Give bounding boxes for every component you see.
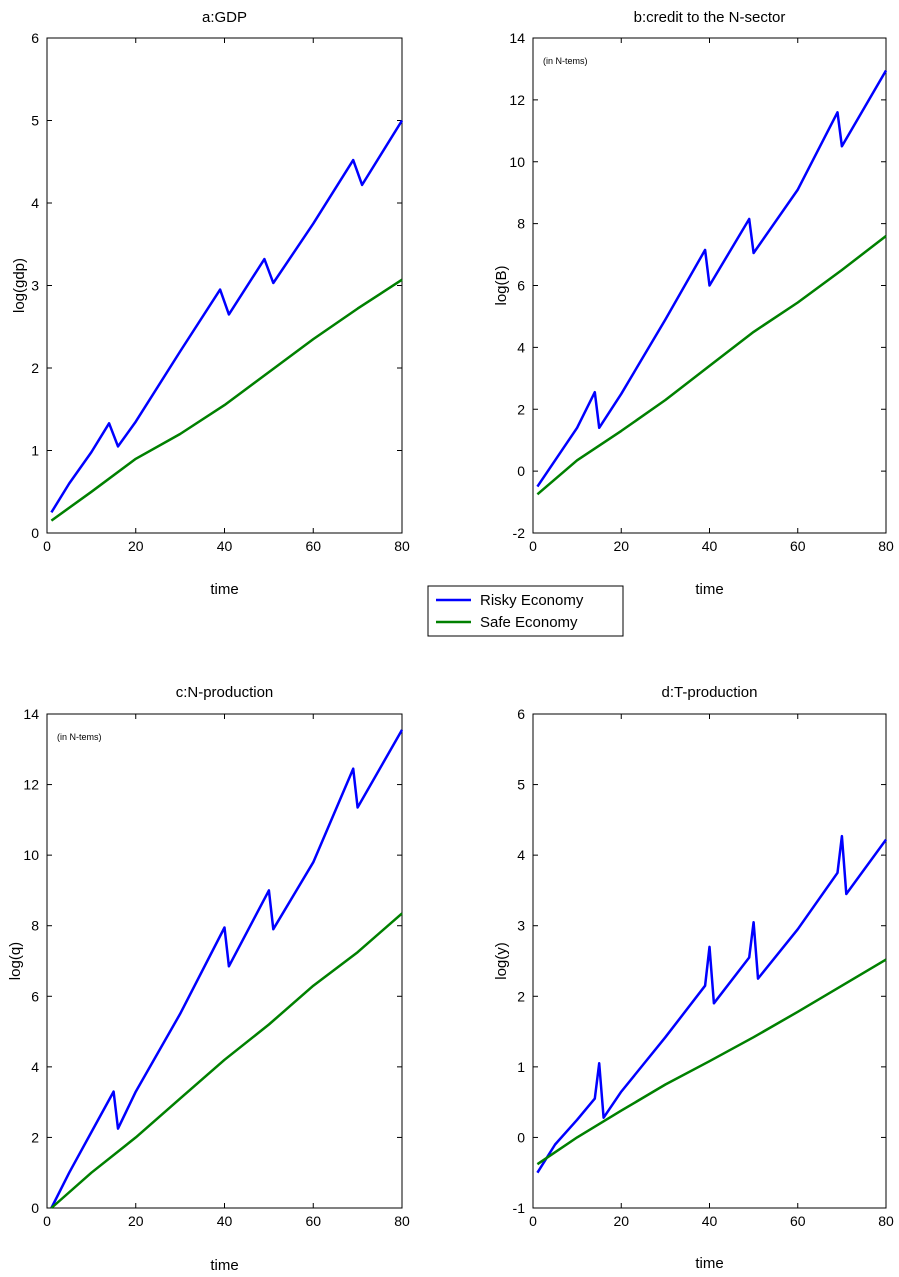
x-tick-label: 20 <box>613 1213 629 1229</box>
x-axis-label: time <box>210 1257 238 1274</box>
x-tick-label: 40 <box>702 1213 718 1229</box>
legend-label-risky: Risky Economy <box>480 592 584 609</box>
x-tick-label: 0 <box>529 538 537 554</box>
y-tick-label: 2 <box>517 988 525 1004</box>
y-tick-label: 4 <box>31 1059 39 1075</box>
y-tick-label: 12 <box>23 777 39 793</box>
y-tick-label: 0 <box>517 463 525 479</box>
chart-annotation: (in N-tems) <box>57 732 102 742</box>
x-tick-label: 20 <box>128 1213 144 1229</box>
y-tick-label: 1 <box>517 1059 525 1075</box>
x-tick-label: 20 <box>128 538 144 554</box>
series-line-risky <box>50 119 404 514</box>
y-tick-label: -1 <box>513 1200 526 1216</box>
x-tick-label: 0 <box>43 538 51 554</box>
series-line-risky <box>50 729 404 1209</box>
legend: Risky Economy Safe Economy <box>427 585 624 637</box>
y-tick-label: 8 <box>31 918 39 934</box>
y-tick-label: 12 <box>509 92 525 108</box>
y-tick-label: 2 <box>31 1129 39 1145</box>
y-tick-label: 0 <box>517 1129 525 1145</box>
y-axis-label: log(gdp) <box>11 258 28 313</box>
plot-frame <box>46 713 403 1209</box>
x-tick-label: 80 <box>878 538 894 554</box>
y-tick-label: 5 <box>31 113 39 129</box>
legend-label-safe: Safe Economy <box>480 614 578 631</box>
series-line-risky <box>536 834 888 1174</box>
chart-title: b:credit to the N-sector <box>634 9 786 26</box>
series-line-safe <box>536 235 887 496</box>
chart-title: c:N-production <box>176 684 274 701</box>
y-axis-label: log(y) <box>493 942 510 980</box>
chart-annotation: (in N-tems) <box>543 56 588 66</box>
plot-frame <box>46 37 403 534</box>
y-tick-label: 2 <box>517 401 525 417</box>
y-axis-label: log(q) <box>7 942 24 980</box>
x-tick-label: 40 <box>217 1213 233 1229</box>
y-tick-label: 6 <box>31 988 39 1004</box>
y-tick-label: 10 <box>23 847 39 863</box>
y-tick-label: 6 <box>517 278 525 294</box>
chart-panel-0: 0 20 40 60 80 0 1 2 3 4 5 6 a:GDP time log(gdp) <box>11 9 410 598</box>
y-tick-label: 4 <box>517 847 525 863</box>
x-axis-label: time <box>695 1255 723 1272</box>
y-axis-label: log(B) <box>493 265 510 305</box>
y-tick-label: -2 <box>513 525 526 541</box>
x-axis-label: time <box>210 581 238 598</box>
series-line-safe <box>50 912 403 1209</box>
y-tick-label: 6 <box>517 706 525 722</box>
x-tick-label: 80 <box>394 538 410 554</box>
x-tick-label: 40 <box>702 538 718 554</box>
y-tick-label: 4 <box>31 195 39 211</box>
chart-panel-3: 0 20 40 60 80-10123456d:T-productiontimelog(… <box>493 684 894 1272</box>
x-tick-label: 80 <box>878 1213 894 1229</box>
y-tick-label: 0 <box>31 1200 39 1216</box>
x-tick-label: 60 <box>305 538 321 554</box>
chart-title: d:T-production <box>662 684 758 701</box>
y-tick-label: 5 <box>517 777 525 793</box>
y-tick-label: 3 <box>31 278 39 294</box>
x-axis-label: time <box>695 581 723 598</box>
y-tick-label: 0 <box>31 525 39 541</box>
y-tick-label: 2 <box>31 360 39 376</box>
x-tick-label: 40 <box>217 538 233 554</box>
y-tick-label: 3 <box>517 918 525 934</box>
x-tick-label: 0 <box>43 1213 51 1229</box>
y-tick-label: 14 <box>23 706 39 722</box>
x-tick-label: 60 <box>305 1213 321 1229</box>
series-line-risky <box>536 69 888 488</box>
series-line-safe <box>50 278 403 522</box>
y-tick-label: 6 <box>31 30 39 46</box>
y-tick-label: 14 <box>509 30 525 46</box>
legend-box <box>427 585 624 637</box>
series-line-safe <box>536 958 887 1166</box>
y-tick-label: 4 <box>517 339 525 355</box>
y-tick-label: 1 <box>31 443 39 459</box>
x-tick-label: 20 <box>613 538 629 554</box>
x-tick-label: 60 <box>790 1213 806 1229</box>
chart-title: a:GDP <box>202 9 247 26</box>
chart-panel-2: 0 20 40 60 80 0 2 4 6 8 10 12 14 c:N-production time lo… <box>7 684 410 1274</box>
y-tick-label: 10 <box>509 154 525 170</box>
x-tick-label: 80 <box>394 1213 410 1229</box>
x-tick-label: 60 <box>790 538 806 554</box>
y-tick-label: 8 <box>517 216 525 232</box>
x-tick-label: 0 <box>529 1213 537 1229</box>
